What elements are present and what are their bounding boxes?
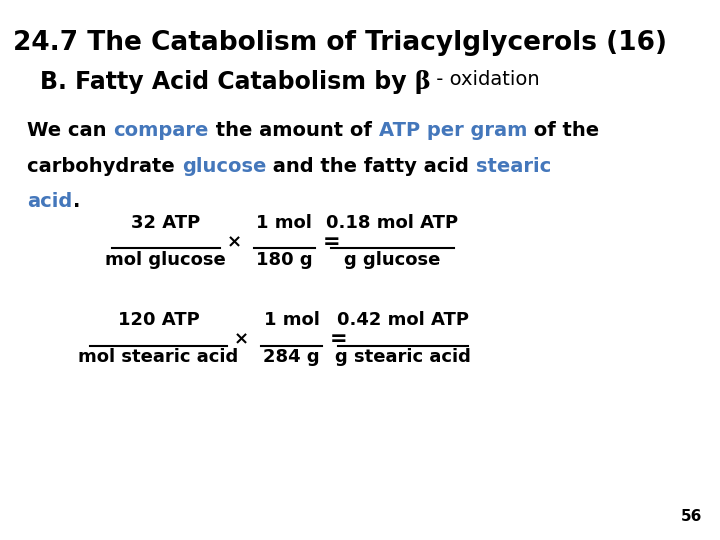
Text: 180 g: 180 g	[256, 251, 312, 269]
Text: acid: acid	[27, 192, 73, 211]
Text: mol glucose: mol glucose	[105, 251, 226, 269]
Text: 0.18 mol ATP: 0.18 mol ATP	[326, 214, 459, 232]
Text: 1 mol: 1 mol	[264, 312, 320, 329]
Text: 284 g: 284 g	[264, 348, 320, 366]
Text: β: β	[415, 70, 430, 94]
Text: g stearic acid: g stearic acid	[336, 348, 471, 366]
Text: of the: of the	[527, 122, 599, 140]
Text: =: =	[330, 329, 347, 349]
Text: and the fatty acid: and the fatty acid	[266, 157, 476, 176]
Text: ×: ×	[233, 330, 249, 348]
Text: ×: ×	[226, 233, 242, 251]
Text: the amount of: the amount of	[209, 122, 379, 140]
Text: - oxidation: - oxidation	[430, 70, 540, 89]
Text: stearic: stearic	[476, 157, 551, 176]
Text: carbohydrate: carbohydrate	[27, 157, 182, 176]
Text: 0.42 mol ATP: 0.42 mol ATP	[337, 312, 469, 329]
Text: B. Fatty Acid Catabolism by: B. Fatty Acid Catabolism by	[40, 70, 415, 94]
Text: 1 mol: 1 mol	[256, 214, 312, 232]
Text: .: .	[73, 192, 80, 211]
Text: glucose: glucose	[182, 157, 266, 176]
Text: ATP per gram: ATP per gram	[379, 122, 527, 140]
Text: g glucose: g glucose	[344, 251, 441, 269]
Text: compare: compare	[114, 122, 209, 140]
Text: =: =	[323, 232, 340, 252]
Text: 120 ATP: 120 ATP	[117, 312, 199, 329]
Text: mol stearic acid: mol stearic acid	[78, 348, 238, 366]
Text: 32 ATP: 32 ATP	[131, 214, 200, 232]
Text: 24.7 The Catabolism of Triacylglycerols (16): 24.7 The Catabolism of Triacylglycerols …	[13, 30, 667, 56]
Text: 56: 56	[680, 509, 702, 524]
Text: We can: We can	[27, 122, 114, 140]
